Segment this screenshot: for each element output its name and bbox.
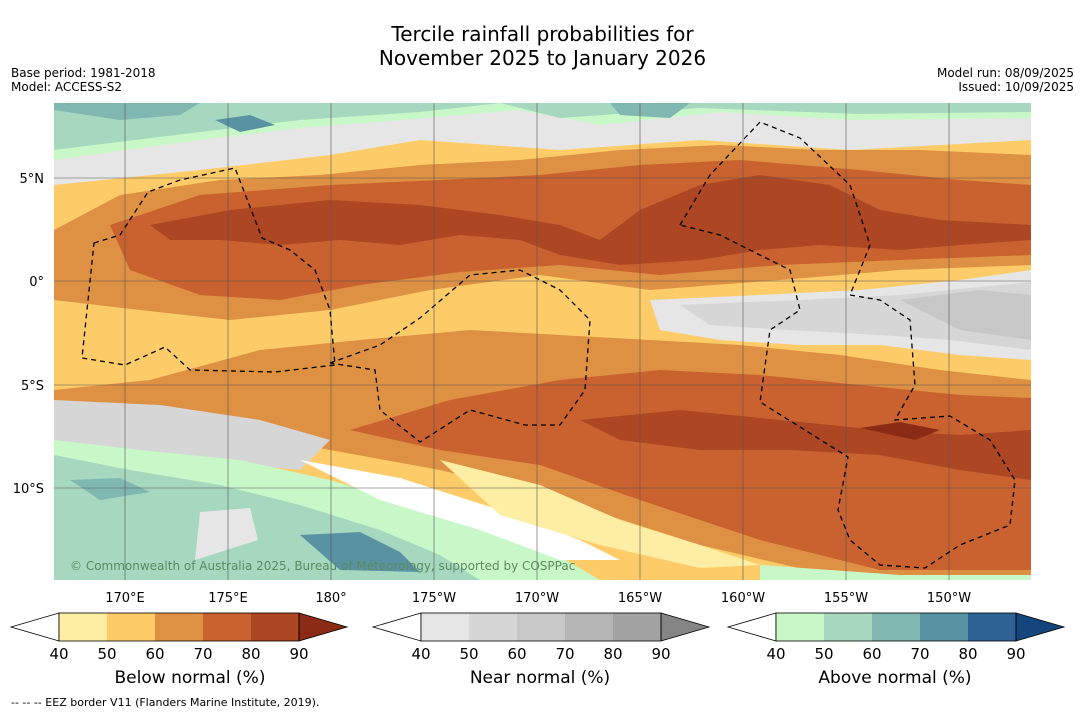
title-line-1: Tercile rainfall probabilities for [391,22,694,46]
colorbar-label-above: Above normal (%) [818,668,972,688]
colorbar-segment [107,613,155,641]
colorbar-extend-high [660,612,711,642]
lat-label-0: 0° [29,275,44,290]
colorbar-extend-low [9,612,60,642]
colorbar-tick-label: 40 [411,645,430,663]
colorbar-outline [775,612,1017,642]
colorbar-tick-label: 90 [1006,645,1025,663]
colorbar-segment [421,613,469,641]
colorbar-tick-label: 50 [814,645,833,663]
colorbar-tick-label: 70 [193,645,212,663]
colorbar-above: 40 50 60 70 80 90 [726,612,1066,663]
issued-date: Issued: 10/09/2025 [958,80,1074,94]
colorbar-segment [776,613,824,641]
graticule [54,103,1031,580]
title-line-2: November 2025 to January 2026 [378,46,707,70]
base-period: Base period: 1981-2018 [11,66,156,80]
model-name: Model: ACCESS-S2 [11,80,123,94]
colorbar-extend-high [298,612,349,642]
lon-label: 170°E [105,591,145,606]
colorbar-tick-label: 40 [766,645,785,663]
colorbar-tick-label: 60 [862,645,881,663]
lon-label: 170°W [515,591,559,606]
colorbar-extend-low [371,612,422,642]
colorbar-tick-label: 40 [49,645,68,663]
colorbar-tick-label: 60 [145,645,164,663]
colorbar-segment [469,613,517,641]
map-title: Tercile rainfall probabilities for Novem… [0,22,1085,70]
lat-label-10s: 10°S [13,482,44,497]
colorbar-tick-label: 80 [958,645,977,663]
colorbar-segment [517,613,565,641]
colorbar-segment [59,613,107,641]
colorbar-segment [613,613,661,641]
colorbar-segment [565,613,613,641]
colorbar-outline [420,612,662,642]
colorbar-tick-label: 90 [651,645,670,663]
latitude-labels: 5°N 0° 5°S 10°S [13,172,44,497]
meta-right: Model run: 08/09/2025 Issued: 10/09/2025 [937,66,1074,94]
lon-label: 175°E [208,591,248,606]
lat-label-5n: 5°N [20,172,45,187]
colorbar-segment [203,613,251,641]
colorbar-tick-label: 70 [555,645,574,663]
colorbar-tick-label: 50 [97,645,116,663]
lat-label-5s: 5°S [21,379,44,394]
colorbar-segment [824,613,872,641]
probability-field [54,103,1031,580]
colorbar-outline [58,612,300,642]
colorbars: 40 50 60 70 80 90 40 50 60 70 80 90 40 50 60 70 80 90 [9,612,1066,663]
colorbar-tick-label: 90 [289,645,308,663]
colorbar-tick-label: 60 [507,645,526,663]
colorbar-segment [155,613,203,641]
colorbar-segment [968,613,1016,641]
colorbar-near: 40 50 60 70 80 90 [371,612,711,663]
colorbar-extend-high [1015,612,1066,642]
colorbar-extend-low [726,612,777,642]
colorbar-label-near: Near normal (%) [469,668,611,688]
lon-label: 160°W [721,591,765,606]
colorbar-tick-label: 50 [459,645,478,663]
model-run: Model run: 08/09/2025 [936,66,1074,80]
copyright-text: © Commonwealth of Australia 2025, Bureau… [70,559,575,573]
lon-label: 150°W [927,591,971,606]
longitude-labels: 170°E 175°E 180° 175°W 170°W 165°W 160°W… [105,591,971,606]
colorbar-tick-label: 80 [241,645,260,663]
colorbar-tick-label: 80 [603,645,622,663]
lon-label: 175°W [412,591,456,606]
lon-label: 165°W [618,591,662,606]
meta-left: Base period: 1981-2018 Model: ACCESS-S2 [11,66,156,94]
colorbar-label-below: Below normal (%) [114,668,266,688]
colorbar-segment [920,613,968,641]
eez-footnote: -- -- -- EEZ border V11 (Flanders Marine… [11,696,320,709]
eez-borders [81,121,1016,569]
lon-label: 180° [315,591,346,606]
colorbar-below: 40 50 60 70 80 90 [9,612,349,663]
lon-label: 155°W [824,591,868,606]
colorbar-segment [251,613,299,641]
colorbar-tick-label: 70 [910,645,929,663]
colorbar-segment [872,613,920,641]
